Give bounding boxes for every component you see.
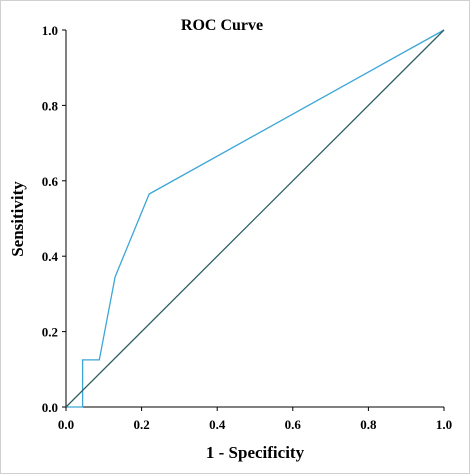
roc-curve-line [66,29,445,408]
x-tick-label: 0.6 [285,417,302,432]
y-tick-label: 0.0 [42,400,58,415]
y-tick-label: 0.6 [42,174,59,189]
y-tick-label: 1.0 [42,23,58,38]
x-tick-label: 0.0 [58,417,74,432]
x-tick-label: 0.2 [133,417,149,432]
x-tick-label: 0.4 [209,417,226,432]
x-axis-ticks: 0.0 0.2 0.4 0.6 0.8 1.0 [58,407,452,432]
y-axis-ticks: 0.0 0.2 0.4 0.6 0.8 1.0 [42,23,66,415]
y-tick-label: 0.2 [42,325,58,340]
y-tick-label: 0.4 [42,249,59,264]
chart-title: ROC Curve [181,17,263,34]
x-axis-title: 1 - Specificity [206,443,305,462]
x-tick-label: 0.8 [360,417,377,432]
y-axis-title: Sensitivity [8,181,27,257]
x-tick-label: 1.0 [436,417,452,432]
y-tick-label: 0.8 [42,98,59,113]
plot-area [65,29,445,408]
reference-diagonal-line [65,29,445,408]
